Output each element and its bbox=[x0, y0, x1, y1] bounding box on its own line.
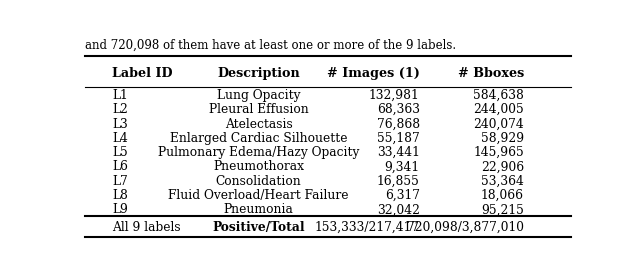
Text: L5: L5 bbox=[112, 146, 128, 159]
Text: 76,868: 76,868 bbox=[376, 117, 420, 130]
Text: 95,215: 95,215 bbox=[481, 204, 524, 217]
Text: Pulmonary Edema/Hazy Opacity: Pulmonary Edema/Hazy Opacity bbox=[158, 146, 359, 159]
Text: Label ID: Label ID bbox=[112, 68, 173, 80]
Text: Lung Opacity: Lung Opacity bbox=[217, 89, 300, 102]
Text: 32,042: 32,042 bbox=[377, 204, 420, 217]
Text: L4: L4 bbox=[112, 132, 128, 145]
Text: and 720,098 of them have at least one or more of the 9 labels.: and 720,098 of them have at least one or… bbox=[85, 39, 456, 52]
Text: Positive/Total: Positive/Total bbox=[212, 221, 305, 234]
Text: Atelectasis: Atelectasis bbox=[225, 117, 292, 130]
Text: 153,333/217,417: 153,333/217,417 bbox=[315, 221, 420, 234]
Text: Consolidation: Consolidation bbox=[216, 175, 301, 188]
Text: Enlarged Cardiac Silhouette: Enlarged Cardiac Silhouette bbox=[170, 132, 348, 145]
Text: Fluid Overload/Heart Failure: Fluid Overload/Heart Failure bbox=[168, 189, 349, 202]
Text: Pleural Effusion: Pleural Effusion bbox=[209, 103, 308, 116]
Text: 58,929: 58,929 bbox=[481, 132, 524, 145]
Text: 584,638: 584,638 bbox=[473, 89, 524, 102]
Text: Description: Description bbox=[217, 68, 300, 80]
Text: 68,363: 68,363 bbox=[377, 103, 420, 116]
Text: # Images (1): # Images (1) bbox=[327, 68, 420, 80]
Text: 132,981: 132,981 bbox=[369, 89, 420, 102]
Text: All 9 labels: All 9 labels bbox=[112, 221, 181, 234]
Text: 9,341: 9,341 bbox=[385, 160, 420, 174]
Text: 6,317: 6,317 bbox=[385, 189, 420, 202]
Text: 18,066: 18,066 bbox=[481, 189, 524, 202]
Text: 240,074: 240,074 bbox=[473, 117, 524, 130]
Text: L3: L3 bbox=[112, 117, 128, 130]
Text: L1: L1 bbox=[112, 89, 128, 102]
Text: 145,965: 145,965 bbox=[473, 146, 524, 159]
Text: L6: L6 bbox=[112, 160, 128, 174]
Text: L8: L8 bbox=[112, 189, 128, 202]
Text: Pneumonia: Pneumonia bbox=[223, 204, 294, 217]
Text: 55,187: 55,187 bbox=[377, 132, 420, 145]
Text: 53,364: 53,364 bbox=[481, 175, 524, 188]
Text: L2: L2 bbox=[112, 103, 128, 116]
Text: L9: L9 bbox=[112, 204, 128, 217]
Text: # Bboxes: # Bboxes bbox=[458, 68, 524, 80]
Text: 16,855: 16,855 bbox=[377, 175, 420, 188]
Text: 22,906: 22,906 bbox=[481, 160, 524, 174]
Text: L7: L7 bbox=[112, 175, 128, 188]
Text: 33,441: 33,441 bbox=[377, 146, 420, 159]
Text: Pneumothorax: Pneumothorax bbox=[213, 160, 304, 174]
Text: 720,098/3,877,010: 720,098/3,877,010 bbox=[407, 221, 524, 234]
Text: 244,005: 244,005 bbox=[473, 103, 524, 116]
